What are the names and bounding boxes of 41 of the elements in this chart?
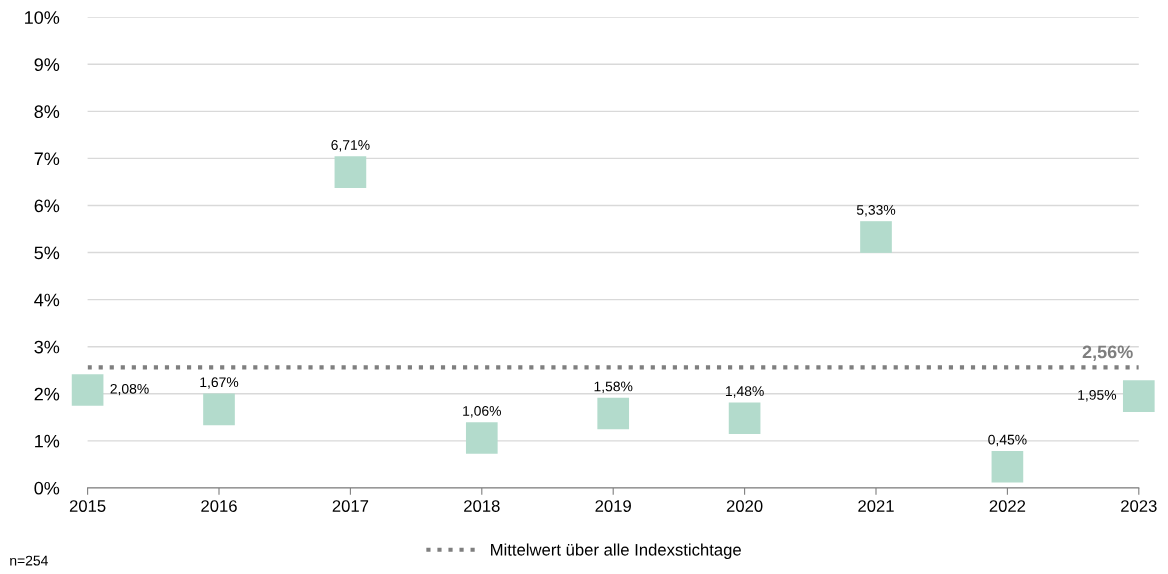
x-tick-label: 2021 (858, 500, 894, 512)
data-label: 1,95% (1078, 390, 1117, 402)
point (203, 393, 235, 426)
data-label: 5,33% (856, 205, 896, 217)
y-tick-label: 8% (34, 105, 60, 119)
y-tick-label: 6% (34, 199, 60, 213)
y-tick-label: 9% (34, 58, 60, 72)
y-tick-label: 1% (35, 434, 60, 448)
legend-label: Mittelwert über alle Indexstichtage (491, 543, 741, 559)
data-label: 0,45% (988, 434, 1027, 447)
point (728, 402, 761, 435)
y-tick-label: 2% (34, 387, 60, 401)
point (597, 397, 630, 430)
x-tick-label: 2022 (989, 500, 1026, 512)
point (1122, 380, 1155, 412)
point (71, 374, 104, 406)
data-label: 1,06% (463, 405, 501, 418)
data-label: 2,08% (110, 383, 149, 396)
data-label: 1,58% (594, 381, 633, 393)
y-tick-label: 10% (25, 11, 60, 24)
y-tick-label: 5% (34, 246, 60, 260)
y-tick-label: 0% (34, 481, 60, 495)
point (991, 450, 1024, 483)
x-tick-label: 2023 (1121, 500, 1157, 512)
x-tick-label: 2020 (726, 500, 763, 512)
data-label: 1,48% (725, 386, 764, 398)
y-tick-label: 3% (34, 340, 60, 354)
x-tick-label: 2018 (464, 500, 500, 512)
data-label: 1,67% (200, 377, 239, 389)
x-tick-label: 2019 (595, 500, 631, 512)
data-label: 6,71% (331, 140, 370, 152)
x-tick-label: 2015 (69, 500, 106, 512)
y-tick-label: 7% (34, 152, 60, 166)
annotation: 2,56% (1082, 345, 1133, 361)
point (860, 221, 892, 253)
text: n=254 (10, 555, 48, 566)
y-tick-label: 4% (34, 293, 60, 307)
x-tick-label: 2016 (201, 500, 237, 512)
point (465, 422, 498, 454)
x-tick-label: 2017 (332, 500, 369, 512)
point (334, 156, 367, 188)
